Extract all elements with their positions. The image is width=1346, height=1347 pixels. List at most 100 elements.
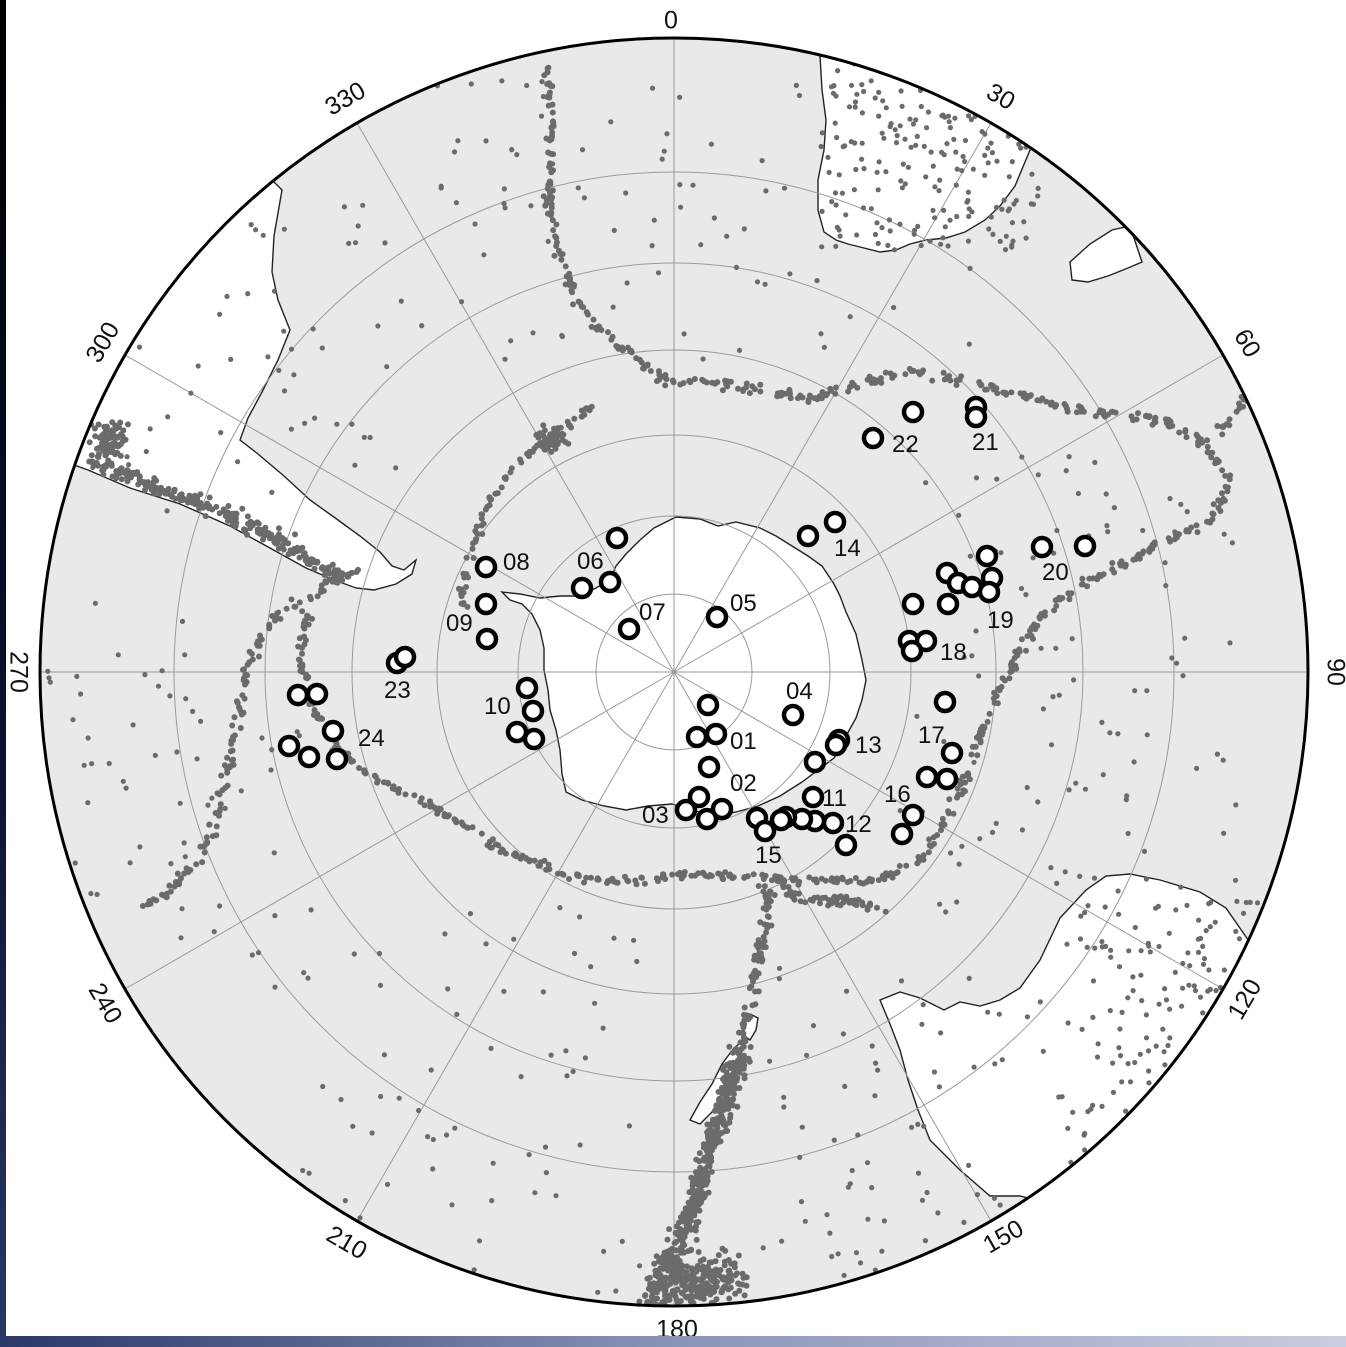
seismic-event-dot: [1162, 560, 1168, 566]
seismic-event-dot: [229, 722, 236, 729]
seismic-event-dot: [1011, 58, 1017, 64]
seismic-event-dot: [1223, 1058, 1229, 1064]
seismic-event-dot: [941, 152, 947, 158]
seismic-event-dot: [1126, 1147, 1132, 1153]
seismic-event-dot: [90, 464, 96, 471]
seismic-event-dot: [797, 898, 804, 905]
seismic-event-dot: [159, 891, 165, 898]
seismic-event-dot: [548, 150, 554, 157]
seismic-event-dot: [631, 937, 637, 943]
seismic-event-dot: [881, 135, 887, 141]
seismic-event-dot: [993, 204, 1000, 210]
seismic-event-dot: [346, 240, 352, 246]
seismic-event-dot: [1167, 1081, 1173, 1087]
seismic-event-dot: [577, 914, 583, 920]
seismic-event-dot: [763, 188, 769, 194]
seismic-event-dot: [209, 795, 215, 801]
seismic-event-dot: [982, 152, 988, 158]
seismic-event-dot: [240, 666, 246, 673]
seismic-event-dot: [1268, 981, 1274, 987]
earthquake-event-marker: [781, 703, 805, 727]
seismic-event-dot: [1110, 1089, 1116, 1095]
seismic-event-dot: [989, 829, 996, 836]
seismic-event-dot: [1240, 910, 1247, 917]
earthquake-event-marker: [605, 526, 629, 550]
seismic-event-dot: [727, 1115, 734, 1122]
seismic-event-dot: [641, 1320, 647, 1326]
seismic-event-dot: [181, 840, 187, 846]
seismic-event-dot: [111, 251, 117, 257]
seismic-event-dot: [136, 344, 143, 350]
event-markers: [277, 395, 1097, 857]
seismic-event-dot: [238, 788, 244, 794]
seismic-event-dot: [725, 1273, 732, 1279]
seismic-event-dot: [1138, 972, 1144, 978]
seismic-event-dot: [701, 1190, 708, 1197]
seismic-event-dot: [285, 540, 291, 547]
seismic-event-dot: [553, 1193, 559, 1199]
seismic-event-dot: [1070, 1109, 1076, 1115]
seismic-event-dot: [171, 883, 178, 890]
lon-label-0: 0: [664, 7, 678, 35]
seismic-event-dot: [943, 909, 949, 915]
seismic-event-dot: [921, 1123, 927, 1129]
seismic-event-dot: [310, 326, 316, 332]
seismic-event-dot: [860, 205, 867, 211]
seismic-event-dot: [137, 844, 143, 850]
seismic-event-dot: [1278, 998, 1284, 1005]
meridian-120: [673, 671, 1224, 990]
seismic-event-dot: [577, 1142, 583, 1148]
seismic-event-dot: [126, 462, 132, 468]
seismic-event-dot: [857, 1260, 864, 1266]
seismic-event-dot: [148, 486, 155, 493]
seismic-event-dot: [421, 802, 428, 809]
seismic-event-dot: [1143, 876, 1149, 882]
event-label-18: 18: [940, 639, 967, 666]
seismic-event-dot: [694, 1173, 700, 1180]
seismic-event-dot: [1233, 928, 1239, 935]
bottom-border-bar: [0, 1336, 1346, 1347]
seismic-event-dot: [1040, 1048, 1046, 1054]
seismic-event-dot: [966, 776, 973, 783]
seismic-event-dot: [735, 385, 741, 392]
seismic-event-dot: [661, 148, 667, 154]
seismic-event-dot: [1227, 1195, 1233, 1201]
seismic-event-dot: [966, 113, 972, 119]
seismic-event-dot: [649, 1315, 655, 1321]
seismic-event-dot: [787, 395, 794, 402]
seismic-event-dot: [919, 854, 926, 861]
seismic-event-dot: [228, 740, 235, 747]
seismic-event-dot: [172, 495, 179, 502]
seismic-event-dot: [341, 204, 347, 210]
seismic-event-dot: [129, 470, 135, 476]
seismic-event-dot: [696, 1150, 703, 1157]
seismic-event-dot: [817, 895, 824, 902]
seismic-event-dot: [502, 850, 509, 857]
seismic-event-dot: [720, 1076, 726, 1083]
seismic-event-dot: [755, 937, 762, 944]
seismic-event-dot: [489, 1198, 495, 1204]
seismic-event-dot: [1102, 1158, 1108, 1164]
seismic-event-dot: [930, 207, 936, 213]
seismic-event-dot: [649, 85, 656, 91]
seismic-event-dot: [117, 452, 124, 459]
seismic-event-dot: [677, 1226, 684, 1232]
seismic-event-dot: [753, 954, 760, 961]
seismic-event-dot: [455, 585, 462, 592]
seismic-event-dot: [1099, 939, 1105, 945]
seismic-event-dot: [956, 377, 963, 383]
seismic-event-dot: [454, 1011, 460, 1018]
earthquake-event-marker: [297, 745, 321, 769]
seismic-event-dot: [1105, 529, 1111, 535]
seismic-event-dot: [1212, 919, 1218, 925]
seismic-event-dot: [581, 879, 587, 886]
seismic-event-dot: [47, 679, 53, 685]
seismic-event-dot: [594, 875, 601, 882]
seismic-event-dot: [882, 369, 889, 376]
seismic-event-dot: [1178, 1084, 1184, 1090]
seismic-event-dot: [375, 323, 381, 329]
seismic-event-dot: [1235, 1039, 1241, 1045]
seismic-event-dot: [601, 1248, 607, 1254]
seismic-event-dot: [945, 113, 952, 119]
seismic-event-dot: [1214, 1193, 1221, 1199]
